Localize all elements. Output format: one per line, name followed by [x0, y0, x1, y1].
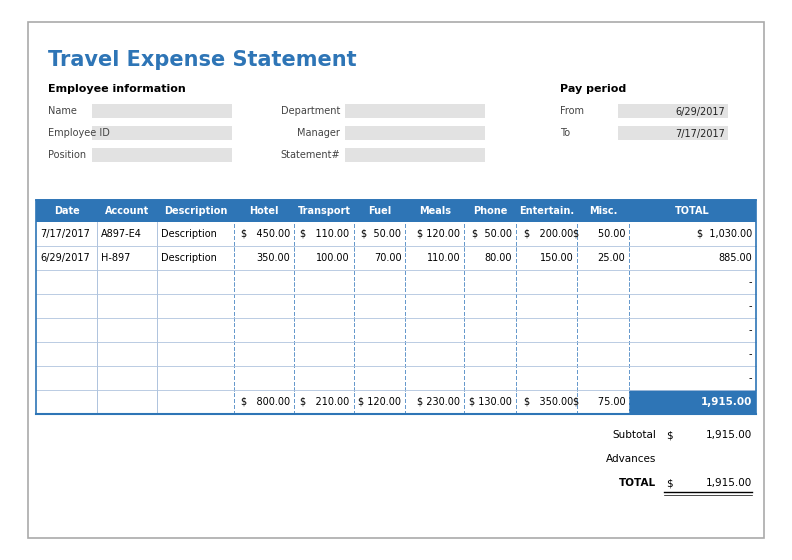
Text: $ 120.00: $ 120.00 [358, 397, 402, 407]
Text: Misc.: Misc. [589, 206, 618, 216]
Text: Description: Description [164, 206, 227, 216]
Bar [36, 200, 756, 222]
Text: 150.00: 150.00 [539, 253, 573, 263]
Text: Employee information: Employee information [48, 84, 186, 94]
Text: $  50.00: $ 50.00 [361, 229, 402, 239]
Text: Pay period: Pay period [560, 84, 626, 94]
Text: -: - [748, 277, 752, 287]
Bar [345, 148, 485, 162]
Text: Position: Position [48, 150, 86, 160]
Bar [36, 270, 756, 294]
Text: Employee ID: Employee ID [48, 128, 110, 138]
Text: TOTAL: TOTAL [619, 478, 656, 488]
Bar [345, 126, 485, 140]
Bar [630, 390, 756, 414]
Text: 1,915.00: 1,915.00 [706, 430, 752, 440]
Bar [345, 104, 485, 118]
Bar [92, 104, 232, 118]
Text: Advances: Advances [606, 454, 656, 464]
Text: A897-E4: A897-E4 [101, 229, 142, 239]
Text: 100.00: 100.00 [316, 253, 349, 263]
Text: $  50.00: $ 50.00 [472, 229, 512, 239]
Text: $: $ [666, 430, 672, 440]
Bar [36, 390, 756, 414]
Text: Subtotal: Subtotal [612, 430, 656, 440]
Text: 350.00: 350.00 [257, 253, 291, 263]
Text: $ 130.00: $ 130.00 [470, 397, 512, 407]
Text: 110.00: 110.00 [427, 253, 460, 263]
Text: 7/17/2017: 7/17/2017 [675, 129, 725, 139]
Text: $   450.00: $ 450.00 [242, 229, 291, 239]
Text: 1,915.00: 1,915.00 [701, 397, 752, 407]
Bar [618, 104, 728, 118]
Text: -: - [748, 373, 752, 383]
Text: -: - [748, 325, 752, 335]
Text: Fuel: Fuel [367, 206, 391, 216]
Text: $   110.00: $ 110.00 [300, 229, 349, 239]
Text: $   800.00: $ 800.00 [242, 397, 291, 407]
Text: To: To [560, 128, 570, 138]
Text: TOTAL: TOTAL [676, 206, 710, 216]
Text: Transport: Transport [298, 206, 351, 216]
Text: Meals: Meals [419, 206, 451, 216]
Text: 6/29/2017: 6/29/2017 [676, 107, 725, 117]
Text: $ 230.00: $ 230.00 [417, 397, 460, 407]
Text: Description: Description [161, 253, 217, 263]
Text: $   210.00: $ 210.00 [300, 397, 349, 407]
Text: 80.00: 80.00 [485, 253, 512, 263]
Text: $ 120.00: $ 120.00 [417, 229, 460, 239]
Text: $: $ [666, 478, 672, 488]
Text: $      50.00: $ 50.00 [573, 229, 625, 239]
Bar [36, 200, 756, 414]
Text: $   200.00: $ 200.00 [524, 229, 573, 239]
Text: Phone: Phone [473, 206, 508, 216]
Text: 25.00: 25.00 [597, 253, 625, 263]
Text: -: - [748, 349, 752, 359]
Text: Department: Department [280, 106, 340, 116]
Text: 1,915.00: 1,915.00 [706, 478, 752, 488]
Text: $  1,030.00: $ 1,030.00 [697, 229, 752, 239]
Text: Entertain.: Entertain. [520, 206, 574, 216]
Bar [36, 294, 756, 318]
Text: 6/29/2017: 6/29/2017 [40, 253, 89, 263]
Text: Description: Description [161, 229, 217, 239]
Text: -: - [748, 301, 752, 311]
Text: Hotel: Hotel [249, 206, 279, 216]
Bar [92, 126, 232, 140]
Text: H-897: H-897 [101, 253, 131, 263]
Text: From: From [560, 106, 584, 116]
Text: Travel Expense Statement: Travel Expense Statement [48, 50, 356, 70]
Text: 7/17/2017: 7/17/2017 [40, 229, 89, 239]
Text: Manager: Manager [297, 128, 340, 138]
Text: 885.00: 885.00 [718, 253, 752, 263]
Text: $      75.00: $ 75.00 [573, 397, 625, 407]
Bar [92, 148, 232, 162]
Bar [618, 126, 728, 140]
Text: 70.00: 70.00 [374, 253, 402, 263]
Bar [36, 342, 756, 366]
Text: Statement#: Statement# [280, 150, 340, 160]
Text: $   350.00: $ 350.00 [524, 397, 573, 407]
Text: Date: Date [54, 206, 79, 216]
Text: Account: Account [105, 206, 149, 216]
Bar [36, 222, 756, 246]
Text: Name: Name [48, 106, 77, 116]
Bar [36, 366, 756, 390]
Bar [36, 318, 756, 342]
Bar [36, 246, 756, 270]
